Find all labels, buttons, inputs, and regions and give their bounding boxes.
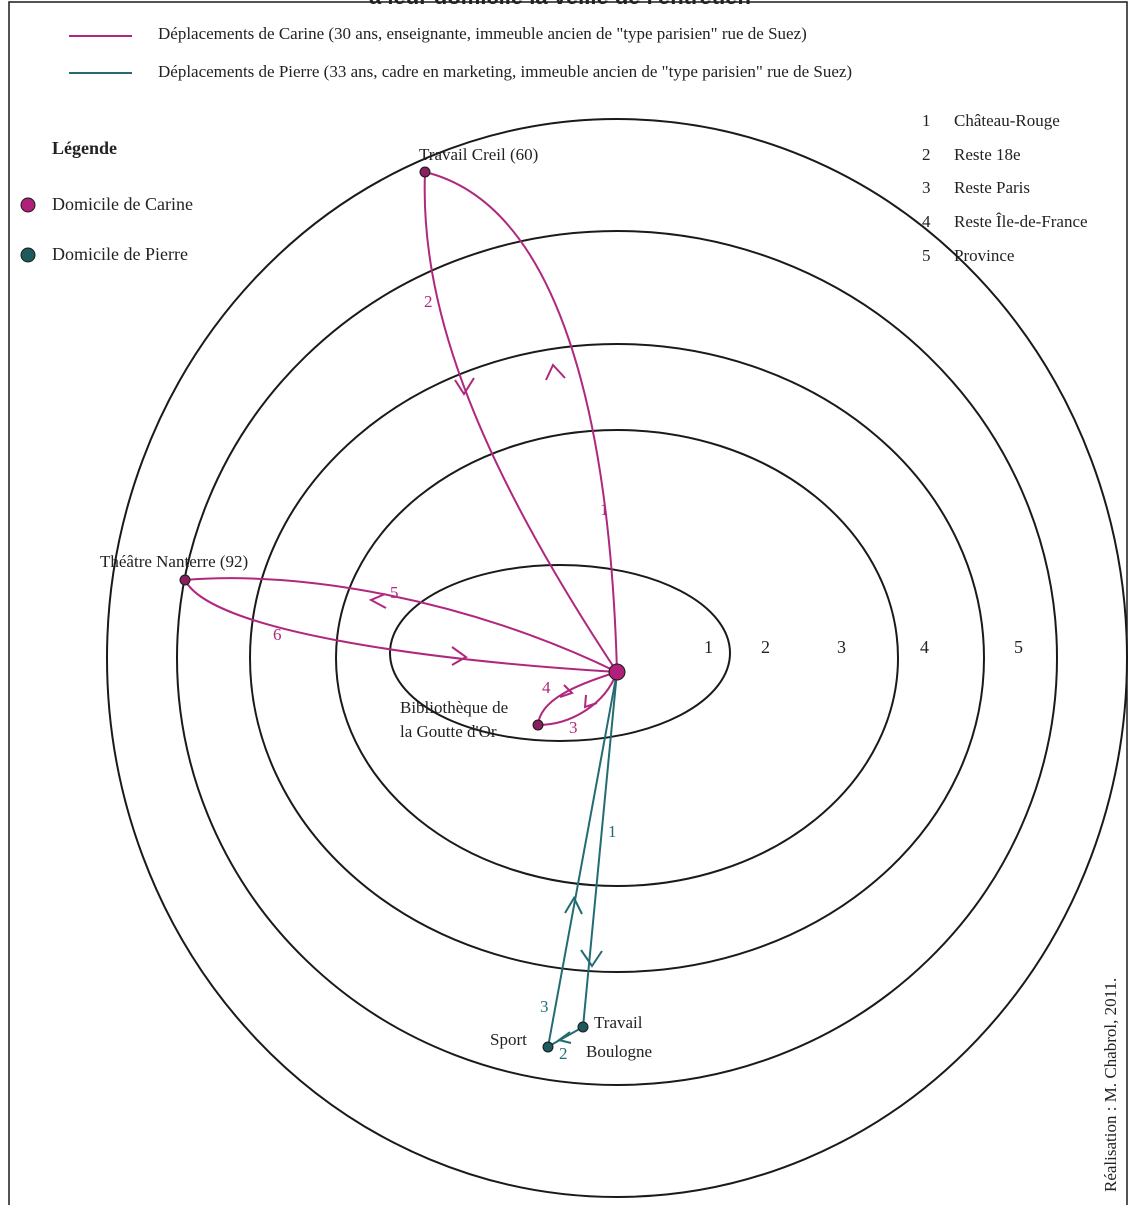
trip-carine-creil-back xyxy=(423,171,618,673)
zone-key-num-3: 3 xyxy=(922,178,931,197)
trip-carine-nanterre-back xyxy=(184,579,618,673)
zone-key-name-3: Reste Paris xyxy=(954,178,1030,197)
ring-label-4: 4 xyxy=(920,637,929,657)
trip-carine-creil-out xyxy=(424,171,618,673)
arrow-nanterre-right xyxy=(451,646,468,666)
zone-key: 1 Château-Rouge 2 Reste 18e 3 Reste Pari… xyxy=(922,111,1088,265)
trip-num-nanterre-out: 5 xyxy=(390,583,399,602)
label-boulogne: Boulogne xyxy=(586,1042,652,1061)
zone-rings xyxy=(106,118,1128,1198)
label-nanterre: Théâtre Nanterre (92) xyxy=(100,552,248,571)
carine-legend-text: Déplacements de Carine (30 ans, enseigna… xyxy=(158,24,807,43)
creil-marker xyxy=(419,166,431,178)
trip-pierre-work xyxy=(582,671,618,1028)
trip-num-pierre-sport: 2 xyxy=(559,1044,568,1063)
arrow-pierre-left xyxy=(556,1031,572,1044)
trip-num-creil-out: 1 xyxy=(600,500,609,519)
carine-arrows xyxy=(368,363,598,709)
arrow-pierre-down xyxy=(580,949,603,968)
label-sport: Sport xyxy=(490,1030,527,1049)
arrow-pierre-up xyxy=(564,895,583,915)
ring-label-5: 5 xyxy=(1014,637,1023,657)
arrow-biblio-up xyxy=(559,684,574,698)
trip-pierre-home xyxy=(547,671,618,1048)
ring-label-3: 3 xyxy=(837,637,846,657)
zone-key-name-5: Province xyxy=(954,246,1014,265)
label-travail: Travail xyxy=(594,1013,643,1032)
pierre-home-legend-dot xyxy=(20,247,36,263)
zone-key-name-4: Reste Île-de-France xyxy=(954,212,1088,231)
ring-5 xyxy=(106,118,1128,1198)
zone-key-num-2: 2 xyxy=(922,145,931,164)
trip-num-nanterre-back: 6 xyxy=(273,625,282,644)
trip-num-pierre-work: 1 xyxy=(608,822,617,841)
ring-2 xyxy=(335,429,899,887)
trip-num-pierre-home: 3 xyxy=(540,997,549,1016)
pierre-arrows xyxy=(556,895,603,1044)
sport-marker xyxy=(542,1041,554,1053)
carine-home-legend-text: Domicile de Carine xyxy=(52,194,193,214)
trip-carine-biblio-back xyxy=(537,671,618,726)
zone-key-num-5: 5 xyxy=(922,246,931,265)
biblio-marker xyxy=(532,719,544,731)
nanterre-marker xyxy=(179,574,191,586)
ring-3 xyxy=(249,343,985,973)
ring-1 xyxy=(389,564,731,742)
label-creil: Travail Creil (60) xyxy=(419,145,538,164)
trip-carine-biblio-out xyxy=(537,671,618,726)
arrow-creil-down xyxy=(454,377,475,396)
zone-key-name-2: Reste 18e xyxy=(954,145,1021,164)
zone-key-num-4: 4 xyxy=(922,212,931,231)
pierre-legend-text: Déplacements de Pierre (33 ans, cadre en… xyxy=(158,62,852,81)
trip-num-biblio-back: 4 xyxy=(542,678,551,697)
legend-heading: Légende xyxy=(52,138,117,158)
carine-trips xyxy=(184,171,618,726)
title-partial: à leur domicile la veille de l'entretien xyxy=(369,0,751,9)
arrow-creil-up xyxy=(545,363,566,381)
trip-pierre-sport xyxy=(550,1026,584,1046)
trip-num-creil-back: 2 xyxy=(424,292,433,311)
pierre-home-legend-text: Domicile de Pierre xyxy=(52,244,188,264)
trip-num-biblio-out: 3 xyxy=(569,718,578,737)
arrow-nanterre-left xyxy=(368,593,387,609)
zone-key-name-1: Château-Rouge xyxy=(954,111,1060,130)
credit: Réalisation : M. Chabrol, 2011. xyxy=(1101,978,1120,1192)
arrow-biblio-down xyxy=(583,694,598,709)
ring-label-1: 1 xyxy=(704,637,713,657)
carine-home-marker xyxy=(608,663,626,681)
trip-carine-nanterre-out xyxy=(184,577,618,673)
ring-4 xyxy=(176,230,1058,1086)
label-biblio-1: Bibliothèque de xyxy=(400,698,508,717)
ring-label-2: 2 xyxy=(761,637,770,657)
carine-home-legend-dot xyxy=(20,197,36,213)
label-biblio-2: la Goutte d'Or xyxy=(400,722,497,741)
travail-boulogne-marker xyxy=(577,1021,589,1033)
zone-key-num-1: 1 xyxy=(922,111,931,130)
pierre-trips xyxy=(547,671,618,1048)
